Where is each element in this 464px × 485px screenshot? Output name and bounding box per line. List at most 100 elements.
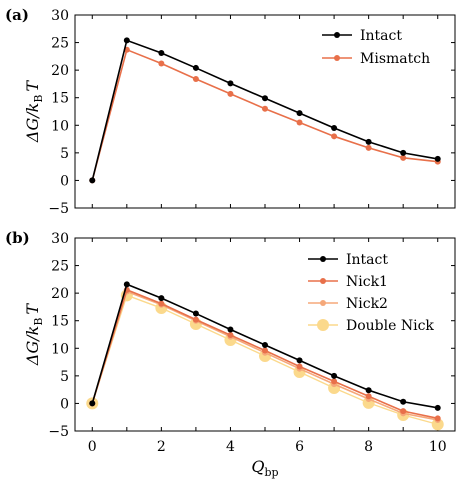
series-mismatch	[89, 46, 441, 184]
y-tick-label: 5	[60, 369, 69, 385]
y-tick-label: 25	[51, 259, 69, 275]
data-point	[262, 95, 268, 102]
legend-marker	[317, 319, 329, 331]
series-intact	[89, 37, 441, 184]
y-axis-label-tail: T	[23, 80, 42, 92]
series-double-nick	[86, 289, 444, 431]
y-axis-label-main: ΔG/k	[23, 103, 42, 143]
data-point	[431, 418, 444, 431]
data-point	[158, 300, 165, 307]
series-line	[91, 48, 438, 181]
y-tick-label: 20	[51, 63, 69, 79]
panel-b: (b) −5 0 5 10 15 20 25 30 0 2 4 6 8 10 ΔG/kBT Qbp Intact N…	[5, 229, 456, 479]
data-point	[262, 105, 268, 112]
legend-marker	[334, 55, 340, 61]
y-tick-label: 20	[51, 286, 69, 302]
data-point	[331, 378, 338, 385]
y-tick-label: 10	[51, 341, 69, 357]
data-point	[158, 50, 165, 57]
x-tick-label: 8	[364, 439, 373, 455]
data-point	[365, 138, 372, 145]
data-point	[365, 144, 372, 151]
y-axis-label-main: ΔG/k	[23, 326, 42, 366]
data-point	[227, 326, 234, 333]
panel-label: (a)	[5, 6, 29, 24]
data-point	[89, 177, 96, 184]
legend-marker	[334, 32, 340, 38]
y-tick-label: 15	[51, 91, 69, 107]
data-point	[331, 133, 338, 140]
legend-label: Mismatch	[360, 51, 430, 67]
x-tick-label: 0	[88, 439, 97, 455]
y-tick-label: 0	[60, 173, 69, 189]
data-point	[293, 365, 306, 378]
y-tick-label: 5	[60, 146, 69, 162]
data-point	[400, 408, 407, 415]
data-point	[400, 149, 407, 156]
x-tick-label: 6	[295, 439, 304, 455]
y-tick-label: 25	[51, 36, 69, 52]
x-tick-label: 2	[157, 439, 166, 455]
data-point	[259, 350, 271, 363]
legend-label: Nick2	[346, 296, 388, 312]
data-point	[400, 398, 407, 405]
legend: Intact Nick1 Nick2 Double Nick	[308, 252, 434, 334]
y-axis-label-sub: B	[32, 318, 45, 326]
x-axis-label-main: Q	[251, 457, 264, 476]
x-axis-label-sub: bp	[265, 466, 279, 479]
axes-frame	[74, 237, 456, 432]
data-point	[192, 316, 199, 323]
y-tick-label: 15	[51, 314, 69, 330]
panel-label: (b)	[5, 229, 30, 247]
legend-label: Intact	[346, 252, 388, 268]
data-point	[262, 341, 268, 348]
y-axis-label-tail: T	[23, 303, 42, 315]
data-point	[89, 400, 96, 407]
y-tick-label: −5	[48, 201, 69, 217]
legend-label: Nick1	[346, 274, 388, 290]
data-point	[158, 295, 165, 302]
y-axis-label-sub: B	[32, 95, 45, 103]
y-axis-label: ΔG/kBT	[23, 303, 45, 367]
legend-label: Double Nick	[346, 318, 434, 334]
series-intact	[89, 281, 441, 411]
x-axis-label: Qbp	[251, 457, 278, 479]
data-point	[192, 75, 199, 82]
data-point	[158, 60, 165, 67]
data-point	[365, 387, 372, 394]
data-point	[400, 154, 407, 161]
data-point	[123, 37, 130, 44]
data-point	[296, 363, 303, 370]
y-axis-label: ΔG/kBT	[23, 80, 45, 144]
data-point	[434, 404, 441, 411]
data-point	[331, 125, 338, 132]
data-point	[296, 119, 303, 126]
data-point	[192, 64, 199, 71]
data-point	[192, 310, 199, 317]
legend-marker	[320, 278, 326, 284]
data-point	[434, 155, 441, 162]
data-point	[262, 347, 268, 354]
data-point	[227, 332, 234, 339]
legend: Intact Mismatch	[322, 28, 430, 67]
data-point	[331, 372, 338, 379]
data-point	[296, 357, 303, 364]
y-tick-label: 30	[51, 231, 69, 247]
y-tick-label: 0	[60, 396, 69, 412]
legend-marker	[320, 300, 326, 306]
legend-label: Intact	[360, 28, 402, 44]
data-point	[227, 80, 234, 87]
panel-a: (a) −5 0 5 10 15 20 25 30 ΔG/kBT Intact Mismatch	[5, 6, 456, 217]
data-point	[123, 281, 130, 288]
data-point	[227, 90, 234, 97]
legend-marker	[320, 256, 326, 262]
data-point	[296, 110, 303, 117]
x-tick-label: 10	[429, 439, 447, 455]
y-tick-label: 30	[51, 8, 69, 24]
y-tick-label: −5	[48, 424, 69, 440]
x-tick-label: 4	[226, 439, 235, 455]
data-point	[434, 415, 441, 422]
data-point	[365, 393, 372, 400]
y-tick-label: 10	[51, 118, 69, 134]
